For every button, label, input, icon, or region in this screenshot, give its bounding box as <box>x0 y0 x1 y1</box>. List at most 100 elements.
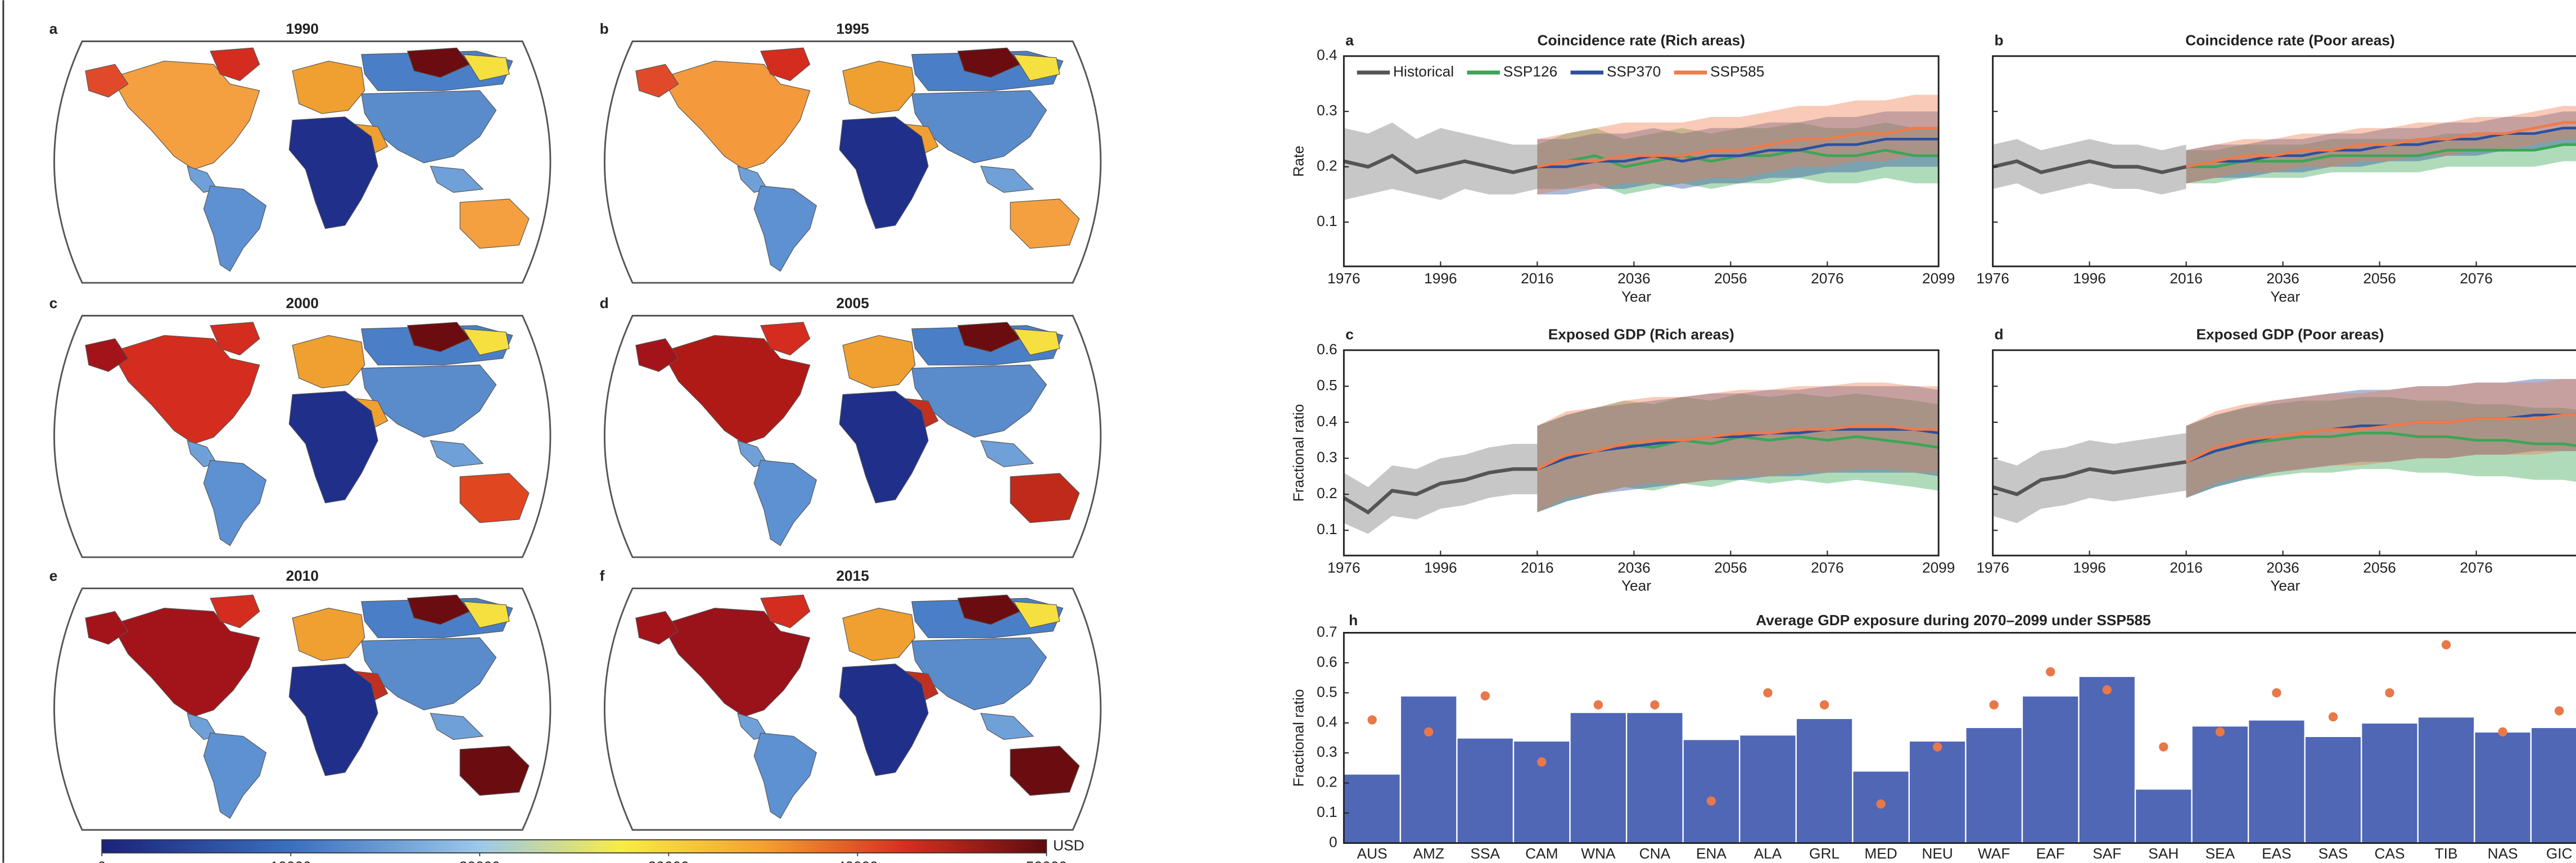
africa <box>839 391 929 504</box>
chart-title: Coincidence rate (Rich areas) <box>1538 31 1746 48</box>
dot <box>2554 706 2564 716</box>
panel-label: b <box>1995 31 2004 48</box>
x-tick-label: MED <box>1864 845 1897 862</box>
dot <box>2272 688 2281 698</box>
map-title: 2005 <box>836 295 869 311</box>
australia <box>459 745 530 796</box>
panel-label: a <box>1345 31 1354 48</box>
north-america <box>661 335 811 445</box>
panel-label: f <box>600 567 605 584</box>
x-tick-label: NEU <box>1922 845 1953 862</box>
dot <box>1480 691 1490 701</box>
greenland <box>210 594 260 629</box>
map-title: 1995 <box>836 20 869 37</box>
australia <box>1010 473 1080 523</box>
y-tick-label: 0.3 <box>1317 449 1337 466</box>
dot <box>2385 688 2394 698</box>
dot <box>1876 799 1886 809</box>
southeast-asia <box>430 165 484 193</box>
x-tick-label: SEA <box>2206 845 2235 862</box>
x-tick-label: 2076 <box>2460 270 2492 287</box>
uncertainty-band <box>2186 379 2576 498</box>
series-line <box>1536 424 1939 471</box>
africa <box>839 116 929 229</box>
legend-label: SSP370 <box>1607 63 1661 80</box>
map-title: 2015 <box>836 567 869 584</box>
north-america <box>111 608 260 717</box>
north-america <box>111 335 260 445</box>
asia <box>361 637 497 711</box>
y-tick-label: 0 <box>1329 833 1337 850</box>
dot <box>1763 688 1773 698</box>
x-tick-label: 2056 <box>1714 559 1747 576</box>
x-tick-label: AMZ <box>1413 845 1444 862</box>
panel-label: d <box>1995 326 2004 342</box>
colorbar-label: USD <box>1053 837 1084 853</box>
europe <box>842 608 916 661</box>
y-tick-label: 0.3 <box>1317 743 1337 760</box>
plot-frame <box>1992 349 2576 557</box>
uncertainty-band <box>1992 433 2186 523</box>
southeast-asia <box>980 165 1034 193</box>
russia-east <box>957 47 1021 78</box>
greenland <box>760 47 811 82</box>
x-tick-label: ALA <box>1754 845 1782 862</box>
map: a 1990 <box>49 20 552 284</box>
australia <box>1010 745 1080 796</box>
chart-title: Average GDP exposure during 2070–2099 un… <box>1756 612 2151 629</box>
bar <box>1908 740 1967 844</box>
x-tick-label: CNA <box>1639 845 1671 862</box>
colorbar <box>101 839 1047 853</box>
x-axis-label: Year <box>2270 577 2300 594</box>
uncertainty-band <box>1344 444 1538 534</box>
x-tick-label: 1996 <box>1424 270 1457 287</box>
dot <box>2215 727 2225 737</box>
map-title: 1990 <box>286 20 318 37</box>
south-america <box>203 186 267 272</box>
siberia-yellow <box>1013 601 1060 629</box>
panel-label: b <box>600 20 609 37</box>
alaska <box>635 338 679 372</box>
panel-label: c <box>1345 326 1354 342</box>
x-tick-label: 1976 <box>1976 559 2009 576</box>
plot-frame <box>1343 349 1940 557</box>
russia-east <box>406 47 471 78</box>
russia-east <box>406 594 471 625</box>
map: f 2015 <box>600 567 1102 831</box>
bar <box>2530 726 2576 844</box>
southeast-asia <box>980 712 1034 740</box>
bar <box>1569 711 1628 844</box>
dot <box>1989 700 1999 710</box>
series-line <box>2186 143 2576 168</box>
uncertainty-band <box>1537 94 1939 195</box>
legend-label: SSP126 <box>1503 63 1557 80</box>
x-tick-label: 2056 <box>2363 559 2396 576</box>
x-tick-label: 1996 <box>2073 270 2105 287</box>
asia <box>361 364 497 438</box>
uncertainty-band <box>1537 386 1939 513</box>
plot-frame <box>1992 55 2576 268</box>
dot <box>1593 700 1603 710</box>
y-axis-label: Fractional ratio <box>1290 689 1307 787</box>
y-tick-label: 0.7 <box>1317 623 1337 640</box>
africa <box>288 663 378 776</box>
x-tick-label: EAF <box>2036 845 2065 862</box>
bar <box>1625 711 1684 844</box>
plot-frame <box>1343 55 1940 268</box>
uncertainty-band <box>1537 393 1939 513</box>
bar <box>1965 726 2023 844</box>
south-america <box>753 186 817 272</box>
europe <box>842 60 916 114</box>
dot <box>2046 667 2055 677</box>
y-tick-label: 0.3 <box>1317 102 1337 119</box>
dot <box>1537 757 1547 767</box>
x-tick-label: 2036 <box>2266 270 2299 287</box>
legend-label: SSP585 <box>1710 63 1764 80</box>
australia <box>459 473 530 523</box>
southeast-asia <box>430 440 484 467</box>
panel-label: c <box>49 295 58 311</box>
x-tick-label: 2076 <box>1811 270 1843 287</box>
y-tick-label: 0.1 <box>1317 213 1337 229</box>
panel-label: e <box>49 567 58 584</box>
